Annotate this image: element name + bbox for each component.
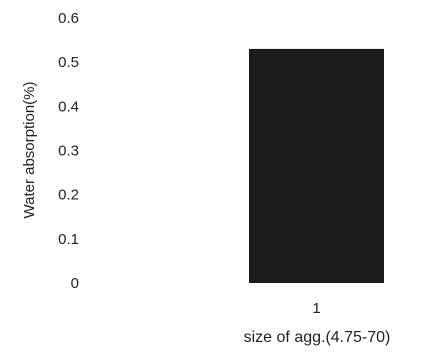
y-tick-label: 0 — [71, 275, 79, 292]
y-tick-labels: 0 0.1 0.2 0.3 0.4 0.5 0.6 — [58, 10, 79, 292]
bars — [249, 48, 384, 283]
bar — [249, 48, 384, 283]
x-tick-labels: 1 — [312, 300, 320, 317]
y-tick-label: 0.3 — [58, 143, 79, 160]
x-tick-label: 1 — [312, 300, 320, 317]
y-tick-label: 0.2 — [58, 187, 79, 204]
y-tick-label: 0.6 — [58, 10, 79, 27]
y-tick-label: 0.5 — [58, 54, 79, 71]
y-tick-label: 0.1 — [58, 231, 79, 248]
x-axis-label: size of agg.(4.75-70) — [244, 329, 391, 346]
y-tick-label: 0.4 — [58, 98, 79, 115]
y-axis-label: Water absorption(%) — [21, 82, 38, 219]
